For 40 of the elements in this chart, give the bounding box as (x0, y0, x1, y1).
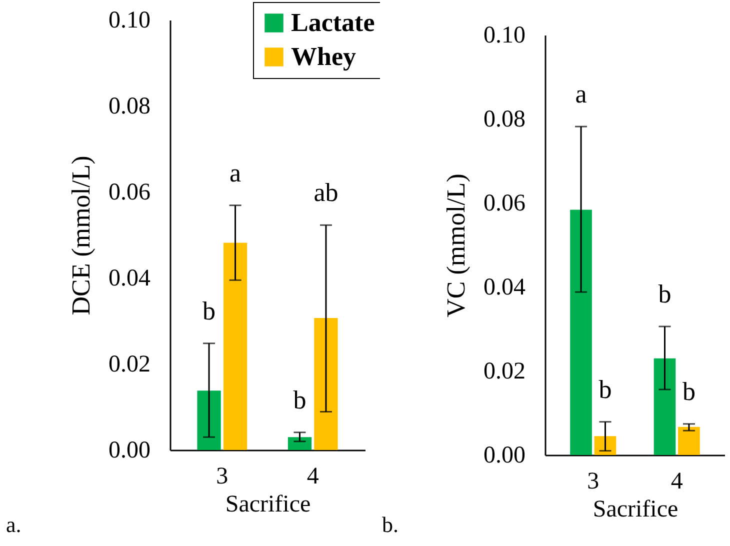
y-tick-label: 0.02 (484, 358, 526, 384)
text: a. (6, 512, 22, 538)
x-tick-label: 3 (587, 468, 600, 494)
x-tick-label: 3 (216, 464, 228, 490)
bar (288, 437, 312, 450)
legend-label: Lactate (291, 8, 375, 37)
annotation: b (658, 279, 672, 308)
bar (678, 426, 700, 455)
y-axis-title: VC (mmol/L) (442, 174, 470, 318)
y-tick-label: 0.00 (484, 442, 526, 468)
y-tick-label: 0.08 (108, 94, 150, 120)
y-tick-label: 0.10 (108, 8, 150, 34)
y-tick-label: 0.00 (108, 438, 150, 464)
bar (594, 436, 616, 455)
bar (570, 210, 592, 455)
x-axis-title: Sacrifice (225, 492, 311, 518)
bar (223, 242, 248, 450)
y-tick-label: 0.06 (108, 180, 150, 206)
y-tick-label: 0.04 (484, 274, 526, 300)
y-tick-label: 0.04 (108, 266, 150, 292)
text: b. (382, 512, 398, 538)
bar (197, 390, 221, 450)
x-tick-label: 4 (306, 464, 319, 490)
annotation: a (575, 80, 588, 109)
annotation: ab (314, 178, 338, 208)
y-tick-label: 0.08 (484, 106, 526, 132)
y-axis-title: DCE (mmol/L) (66, 156, 96, 316)
annotation: b (202, 296, 216, 326)
annotation: b (598, 374, 612, 404)
annotation: a (230, 158, 242, 188)
bar (314, 318, 338, 450)
y-tick-label: 0.06 (484, 190, 526, 216)
y-tick-label: 0.10 (484, 22, 526, 48)
bar (654, 358, 676, 455)
legend-label: Whey (291, 42, 356, 71)
annotation: b (293, 385, 306, 414)
x-axis-title: Sacrifice (592, 496, 678, 522)
annotation: b (682, 376, 696, 406)
y-tick-label: 0.02 (108, 352, 150, 378)
x-tick-label: 4 (670, 468, 683, 494)
